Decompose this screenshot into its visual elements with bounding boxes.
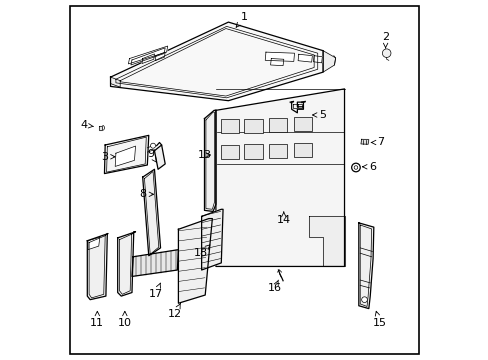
Polygon shape [178, 219, 212, 303]
Polygon shape [99, 126, 102, 130]
Text: 8: 8 [139, 189, 153, 199]
Text: 15: 15 [372, 311, 386, 328]
Polygon shape [110, 22, 323, 101]
Text: 10: 10 [118, 311, 132, 328]
Text: 1: 1 [236, 13, 247, 27]
Circle shape [361, 297, 366, 302]
Polygon shape [88, 237, 100, 249]
Bar [293, 143, 311, 157]
Bar [221, 145, 239, 158]
Text: 18: 18 [193, 245, 209, 258]
Text: 6: 6 [362, 162, 375, 172]
Text: 12: 12 [167, 303, 182, 319]
Polygon shape [308, 216, 344, 266]
Text: 17: 17 [148, 283, 163, 298]
Text: 3: 3 [101, 152, 115, 162]
Polygon shape [298, 54, 312, 62]
Polygon shape [155, 52, 165, 61]
Polygon shape [313, 56, 322, 63]
Text: 5: 5 [312, 110, 326, 120]
Polygon shape [142, 169, 160, 256]
Polygon shape [360, 139, 368, 144]
Circle shape [150, 143, 155, 148]
Polygon shape [216, 89, 344, 266]
Polygon shape [118, 232, 135, 296]
Bar [293, 117, 311, 131]
Polygon shape [128, 46, 167, 64]
Text: 13: 13 [197, 150, 211, 160]
Text: 4: 4 [81, 120, 93, 130]
Polygon shape [142, 54, 154, 64]
Polygon shape [104, 135, 148, 174]
Polygon shape [115, 146, 135, 166]
Bar [244, 144, 263, 158]
Text: 14: 14 [276, 212, 290, 225]
Bar [268, 144, 287, 158]
Text: 2: 2 [381, 32, 388, 48]
Text: 7: 7 [370, 138, 384, 148]
Text: 16: 16 [267, 280, 281, 293]
Polygon shape [323, 51, 335, 72]
Polygon shape [264, 52, 294, 62]
Bar [221, 119, 239, 133]
Text: 9: 9 [147, 149, 156, 162]
Polygon shape [110, 77, 120, 87]
Polygon shape [154, 145, 165, 169]
Polygon shape [270, 59, 283, 66]
Polygon shape [201, 209, 223, 270]
Bar [268, 118, 287, 132]
Bar [244, 118, 263, 133]
Text: 11: 11 [90, 311, 104, 328]
Polygon shape [204, 111, 216, 211]
Circle shape [382, 49, 390, 58]
Polygon shape [87, 234, 108, 300]
Polygon shape [132, 249, 178, 276]
Polygon shape [358, 223, 373, 309]
